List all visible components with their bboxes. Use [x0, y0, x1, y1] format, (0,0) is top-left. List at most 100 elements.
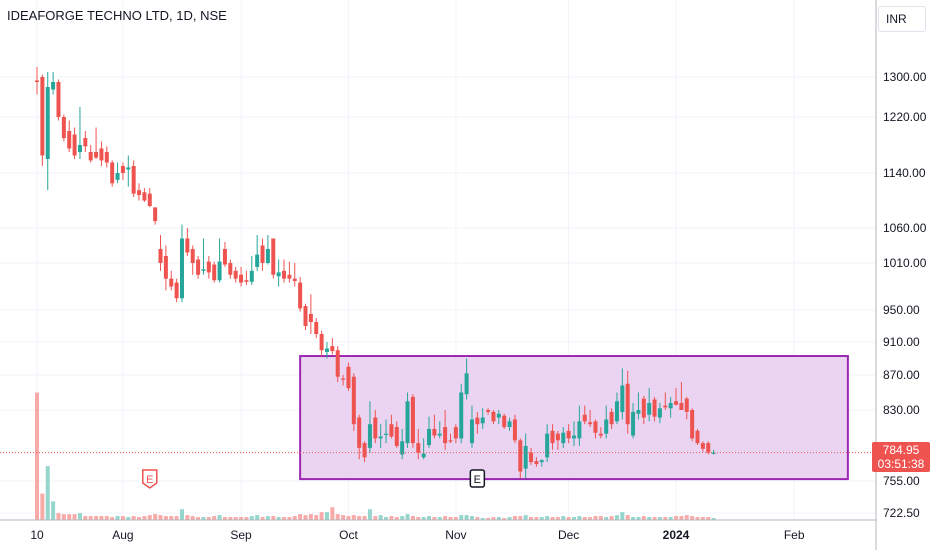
- candle-down: [351, 376, 356, 425]
- volume-bar: [131, 516, 136, 520]
- volume-bar: [335, 514, 340, 520]
- volume-bar: [147, 515, 152, 520]
- candle-down: [142, 192, 147, 201]
- volume-bar: [67, 514, 72, 520]
- volume-bar: [212, 516, 217, 520]
- time-tick-label: 10: [30, 528, 44, 542]
- candle-up: [179, 238, 184, 299]
- candle-down: [40, 77, 45, 156]
- candle-down: [110, 162, 115, 184]
- volume-bar: [550, 517, 555, 520]
- candle-down: [357, 417, 362, 448]
- volume-bar: [367, 509, 372, 520]
- volume-bar: [126, 517, 131, 520]
- volume-bar: [72, 514, 77, 520]
- volume-bar: [196, 517, 201, 520]
- candle-down: [663, 405, 668, 408]
- candle-down: [120, 166, 125, 173]
- volume-bar: [260, 517, 265, 520]
- candle-up: [459, 392, 464, 439]
- candle-down: [410, 396, 415, 444]
- volume-bar: [282, 517, 287, 520]
- candle-up: [539, 460, 544, 463]
- volume-bar: [110, 517, 115, 520]
- volume-bar: [351, 515, 356, 520]
- volume-bar: [158, 515, 163, 520]
- symbol-title: IDEAFORGE TECHNO LTD, 1D, NSE: [7, 8, 227, 23]
- price-tick-label: 830.00: [883, 403, 920, 417]
- volume-bar: [142, 516, 147, 520]
- candle-down: [99, 148, 104, 161]
- volume-bar: [512, 516, 517, 520]
- currency-button[interactable]: INR: [878, 6, 926, 32]
- volume-bar: [631, 517, 636, 520]
- volume-bar: [384, 517, 389, 520]
- candle-down: [147, 193, 152, 206]
- candle-down: [56, 82, 61, 117]
- volume-bar: [432, 517, 437, 520]
- candle-down: [314, 322, 319, 334]
- time-tick-label: Nov: [445, 528, 467, 542]
- candle-down: [72, 134, 77, 156]
- volume-bar: [593, 516, 598, 520]
- volume-bar: [636, 517, 641, 520]
- candle-up: [657, 408, 662, 418]
- volume-bar: [378, 515, 383, 520]
- candle-down: [131, 166, 136, 194]
- volume-bar: [609, 516, 614, 520]
- candle-down: [609, 411, 614, 425]
- volume-bar: [190, 516, 195, 520]
- candle-up: [217, 261, 222, 281]
- candle-down: [695, 430, 700, 444]
- candle-down: [244, 280, 249, 282]
- volume-bar: [169, 516, 174, 520]
- volume-bar: [303, 515, 308, 520]
- candle-up: [201, 269, 206, 271]
- candle-up: [367, 424, 372, 448]
- last-price: 784.95: [882, 443, 920, 457]
- volume-bar: [362, 516, 367, 520]
- candle-up: [384, 433, 389, 435]
- volume-bar: [679, 516, 684, 520]
- candle-down: [260, 245, 265, 263]
- price-tick-label: 870.00: [883, 368, 920, 382]
- candle-down: [394, 427, 399, 446]
- volume-bar: [529, 517, 534, 520]
- candle-down: [67, 131, 72, 149]
- candle-down: [443, 427, 448, 444]
- candle-down: [625, 383, 630, 425]
- volume-bar: [582, 517, 587, 520]
- candle-down: [362, 443, 367, 458]
- candle-up: [51, 82, 56, 90]
- candle-down: [292, 278, 297, 282]
- volume-bar: [652, 517, 657, 520]
- volume-bar: [598, 516, 603, 520]
- candle-up: [77, 145, 82, 152]
- volume-bar: [228, 517, 233, 520]
- candle-up: [265, 249, 270, 263]
- volume-bar: [427, 516, 432, 520]
- volume-bar: [308, 514, 313, 520]
- candle-down: [228, 263, 233, 275]
- volume-bar: [561, 516, 566, 520]
- volume-bar: [577, 516, 582, 520]
- candle-down: [330, 346, 335, 352]
- candle-down: [588, 422, 593, 425]
- volume-bar: [459, 515, 464, 520]
- candle-up: [255, 254, 260, 267]
- volume-bar: [588, 517, 593, 520]
- candle-up: [604, 419, 609, 434]
- volume-bar: [45, 466, 50, 520]
- volume-bar: [298, 514, 303, 520]
- candle-down: [303, 306, 308, 326]
- volume-bar: [357, 516, 362, 520]
- candle-down: [287, 274, 292, 279]
- candle-up: [545, 433, 550, 458]
- candle-down: [83, 138, 88, 147]
- candle-down: [555, 433, 560, 441]
- volume-bar: [394, 517, 399, 520]
- volume-bar: [464, 515, 469, 520]
- candle-up: [620, 385, 625, 412]
- time-tick-label: 2024: [662, 528, 690, 542]
